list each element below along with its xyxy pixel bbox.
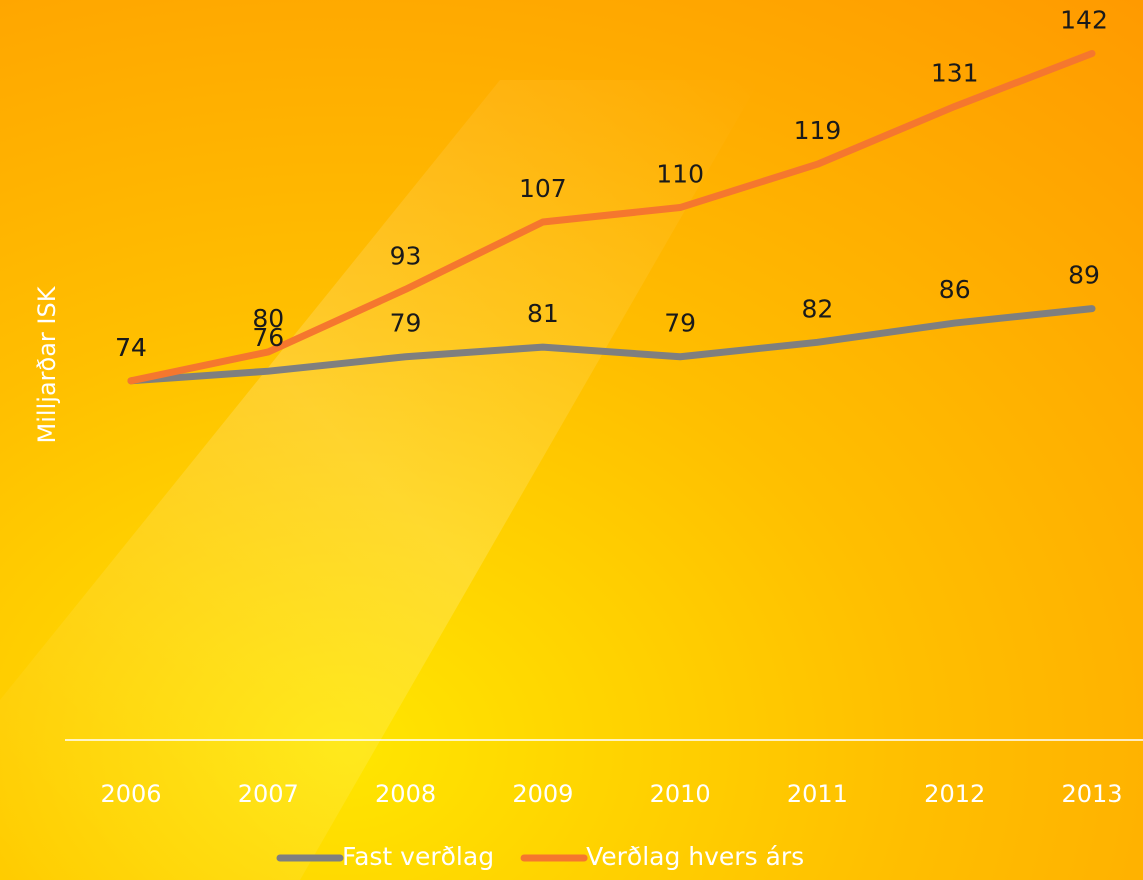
series-line [127,305,1096,385]
data-label: 93 [390,241,422,270]
data-label: 79 [390,309,422,338]
data-label: 82 [802,294,834,323]
y-axis-label: Milljarðar ISK [33,285,61,443]
data-label: 74 [115,333,147,362]
data-label: 107 [519,174,567,203]
x-tick-label: 2012 [924,780,985,808]
data-label: 79 [664,309,696,338]
data-label: 89 [1068,261,1100,290]
legend-label: Verðlag hvers árs [586,842,804,871]
data-label: 86 [939,275,971,304]
data-label: 81 [527,299,559,328]
data-label: 131 [931,58,979,87]
x-tick-label: 2009 [512,780,573,808]
data-label: 142 [1060,6,1108,35]
data-label: 80 [252,304,284,333]
data-label: 119 [794,116,842,145]
legend-label: Fast verðlag [342,842,494,871]
data-label: 74 [115,333,147,362]
x-tick-label: 2010 [650,780,711,808]
x-tick-label: 2011 [787,780,848,808]
series-line [127,50,1096,385]
x-tick-label: 2008 [375,780,436,808]
background-streak [0,80,760,880]
data-label: 76 [252,323,284,352]
x-tick-label: 2006 [100,780,161,808]
x-tick-label: 2013 [1061,780,1122,808]
x-tick-label: 2007 [238,780,299,808]
data-label: 110 [656,160,704,189]
